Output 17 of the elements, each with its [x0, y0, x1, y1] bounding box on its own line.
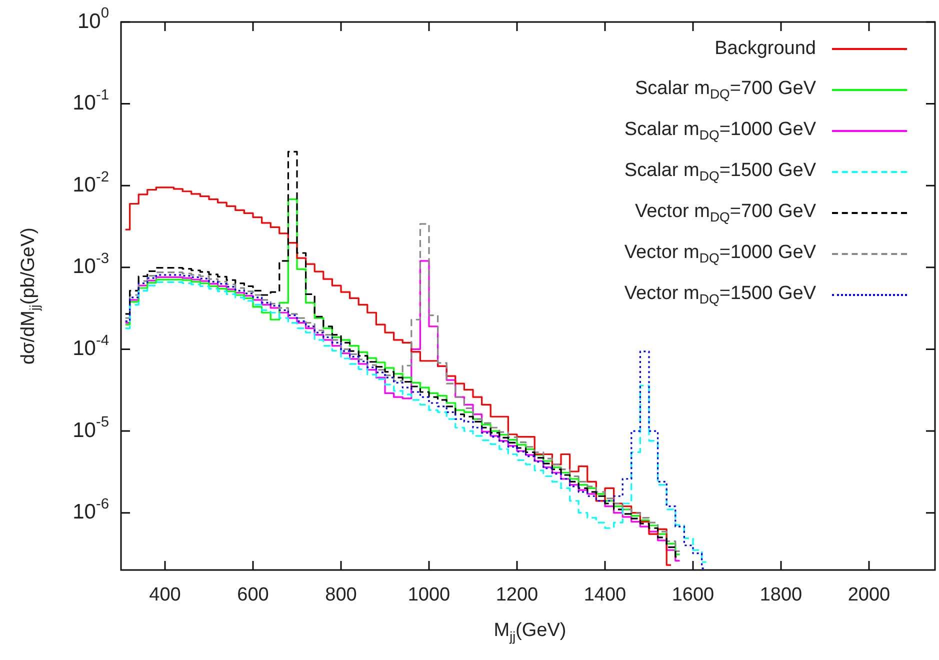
x-axis-title: M$_{jj}$(GeV) [494, 620, 566, 644]
legend-label: Vector m$_{DQ}$=1500 GeV [624, 282, 816, 306]
legend-label: Vector m$_{DQ}$=700 GeV [634, 200, 816, 224]
x-tick-label: 800 [325, 584, 357, 606]
legend-label: Scalar m$_{DQ}$=1000 GeV [624, 118, 816, 142]
x-tick-label: 1800 [760, 584, 802, 606]
legend-label: Scalar m$_{DQ}$=700 GeV [634, 78, 816, 102]
x-tick-label: 600 [237, 584, 269, 606]
legend-label: Background [714, 38, 816, 60]
legend-label: Scalar m$_{DQ}$=1500 GeV [624, 160, 816, 184]
x-tick-label: 2000 [848, 584, 890, 606]
x-tick-label: 1000 [408, 584, 450, 606]
x-tick-label: 1600 [672, 584, 714, 606]
legend-label: Vector m$_{DQ}$=1000 GeV [624, 242, 816, 266]
x-tick-label: 1400 [584, 584, 626, 606]
x-tick-label: 1200 [496, 584, 538, 606]
x-tick-label: 400 [149, 584, 181, 606]
